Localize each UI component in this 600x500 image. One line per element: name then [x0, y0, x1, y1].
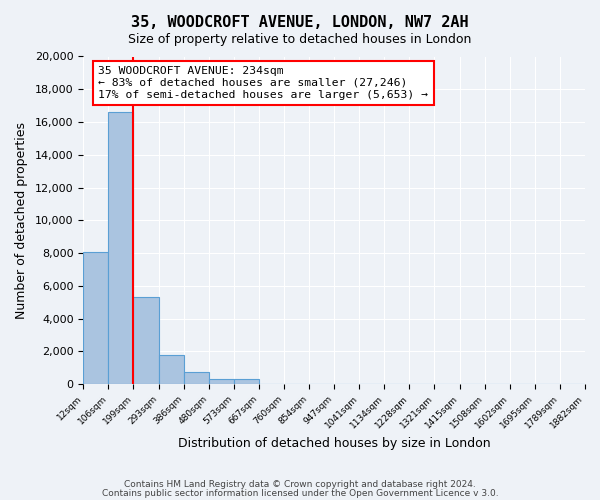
Bar — [209, 380, 234, 384]
Text: Contains public sector information licensed under the Open Government Licence v : Contains public sector information licen… — [101, 489, 499, 498]
Bar — [158, 354, 184, 384]
Text: 35 WOODCROFT AVENUE: 234sqm
← 83% of detached houses are smaller (27,246)
17% of: 35 WOODCROFT AVENUE: 234sqm ← 83% of det… — [98, 66, 428, 100]
Text: Contains HM Land Registry data © Crown copyright and database right 2024.: Contains HM Land Registry data © Crown c… — [124, 480, 476, 489]
Y-axis label: Number of detached properties: Number of detached properties — [15, 122, 28, 319]
Bar — [109, 112, 133, 384]
Text: Size of property relative to detached houses in London: Size of property relative to detached ho… — [128, 32, 472, 46]
Bar — [184, 372, 209, 384]
X-axis label: Distribution of detached houses by size in London: Distribution of detached houses by size … — [178, 437, 490, 450]
Bar — [234, 380, 259, 384]
Bar — [133, 298, 158, 384]
Bar — [83, 252, 109, 384]
Text: 35, WOODCROFT AVENUE, LONDON, NW7 2AH: 35, WOODCROFT AVENUE, LONDON, NW7 2AH — [131, 15, 469, 30]
